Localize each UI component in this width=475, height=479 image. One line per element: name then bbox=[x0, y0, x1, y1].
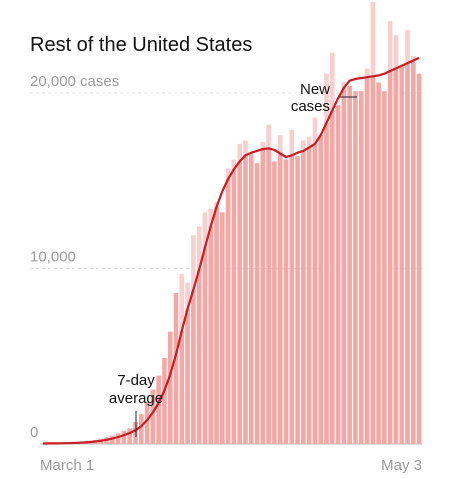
bar bbox=[376, 82, 381, 445]
bar-lower bbox=[301, 150, 306, 445]
bar bbox=[248, 154, 254, 445]
bar bbox=[127, 428, 133, 444]
bar-lower bbox=[364, 77, 370, 445]
bar bbox=[162, 358, 167, 444]
bar bbox=[173, 293, 179, 444]
bar-lower bbox=[260, 149, 266, 444]
bar bbox=[347, 85, 352, 445]
bar bbox=[144, 401, 150, 444]
bar-lower bbox=[411, 60, 416, 445]
bar-lower bbox=[196, 269, 202, 444]
bar bbox=[115, 433, 121, 444]
average-line bbox=[42, 56, 420, 445]
bar-lower bbox=[370, 76, 376, 444]
bar-lower bbox=[225, 178, 231, 444]
bar bbox=[335, 105, 341, 444]
bar-lower bbox=[405, 63, 410, 445]
bar bbox=[254, 163, 260, 445]
bar bbox=[167, 331, 173, 444]
y-tick-label: 0 bbox=[30, 424, 38, 441]
new-cases-label: cases bbox=[291, 98, 330, 115]
bar bbox=[220, 212, 225, 444]
bar bbox=[138, 414, 144, 444]
average-label: 7-day bbox=[117, 372, 155, 389]
average-line-group bbox=[42, 56, 420, 445]
chart-title: Rest of the United States bbox=[30, 34, 253, 56]
bar-lower bbox=[237, 161, 242, 444]
bar bbox=[295, 156, 300, 444]
bar-lower bbox=[231, 169, 237, 444]
bar-lower bbox=[312, 143, 318, 444]
bar bbox=[156, 375, 161, 444]
bar bbox=[283, 159, 289, 444]
average-label: average bbox=[109, 390, 163, 407]
bar-lower bbox=[191, 289, 196, 444]
new-cases-label: New bbox=[300, 81, 330, 98]
bar-lower bbox=[277, 153, 283, 444]
bar bbox=[110, 435, 115, 444]
bars-group bbox=[40, 1, 422, 445]
bar bbox=[353, 91, 358, 444]
bar-lower bbox=[214, 207, 219, 444]
bar-lower bbox=[329, 110, 335, 444]
bar bbox=[272, 161, 277, 444]
bar bbox=[318, 135, 324, 444]
y-tick-label: 10,000 bbox=[30, 248, 76, 265]
bar-lower bbox=[266, 148, 271, 444]
bar-lower bbox=[289, 155, 295, 445]
x-tick-label-start: March 1 bbox=[40, 457, 94, 474]
x-tick-label-end: May 3 bbox=[381, 457, 422, 474]
bar-lower bbox=[208, 226, 214, 444]
bar-lower bbox=[324, 122, 329, 444]
bar-lower bbox=[243, 155, 248, 445]
bar-lower bbox=[179, 330, 185, 444]
bar-lower bbox=[202, 247, 208, 444]
bar-lower bbox=[306, 147, 312, 444]
bar bbox=[121, 430, 127, 444]
bar bbox=[40, 443, 46, 444]
bar bbox=[150, 389, 156, 444]
bar bbox=[399, 66, 405, 444]
bar-lower bbox=[387, 71, 393, 444]
bar bbox=[416, 73, 422, 445]
bar-lower bbox=[185, 308, 190, 444]
bar-lower bbox=[393, 68, 399, 444]
y-tick-label: 20,000 cases bbox=[30, 73, 119, 90]
axis-labels: 0 10,000 20,000 cases March 1 May 3 bbox=[30, 73, 422, 474]
bar bbox=[358, 91, 364, 444]
bar-lower bbox=[341, 87, 347, 444]
bar bbox=[382, 91, 387, 444]
